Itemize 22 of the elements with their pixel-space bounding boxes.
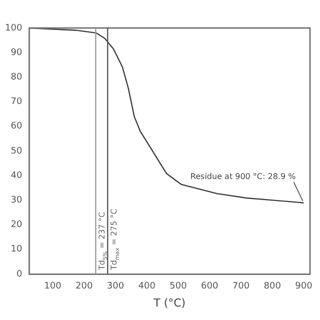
y-tick-label: 50 (10, 146, 22, 156)
y-tick-label: 70 (10, 97, 22, 108)
x-axis-title: T (°C) (152, 296, 186, 310)
x-tick-label: 900 (295, 282, 313, 292)
x-tick-label: 800 (264, 282, 282, 292)
y-tick-label: 100 (4, 23, 22, 34)
y-tick-label: 30 (10, 196, 22, 206)
x-tick-label: 100 (44, 282, 62, 292)
y-tick-label: 40 (10, 170, 22, 181)
x-tick-label: 600 (201, 282, 218, 292)
y-tick-label: 80 (10, 72, 22, 83)
y-tick-label: 10 (10, 244, 22, 255)
x-tick-label: 200 (75, 282, 93, 292)
x-tick-label: 700 (232, 282, 250, 292)
x-tick-label: 300 (106, 282, 124, 292)
annotation: Residue at 900 °C: 28.9 % (190, 172, 296, 181)
y-tick-label: 60 (10, 122, 22, 132)
x-tick-label: 400 (138, 282, 156, 292)
x-tick-label: 500 (170, 282, 188, 292)
y-tick-label: 90 (10, 48, 22, 58)
y-tick-label: 0 (16, 269, 22, 280)
y-tick-label: 20 (10, 220, 22, 230)
